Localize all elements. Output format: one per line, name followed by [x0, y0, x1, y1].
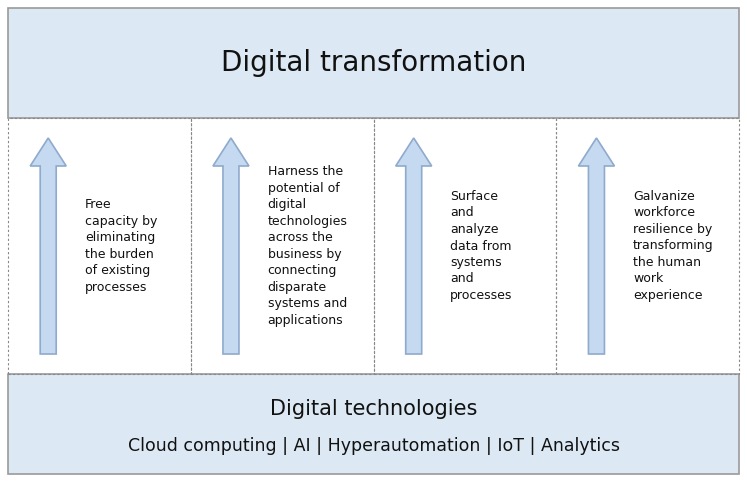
Text: Harness the
potential of
digital
technologies
across the
business by
connecting
: Harness the potential of digital technol… [267, 165, 347, 327]
Polygon shape [578, 138, 615, 354]
Text: Digital transformation: Digital transformation [221, 49, 526, 77]
Polygon shape [213, 138, 249, 354]
Polygon shape [396, 138, 432, 354]
Text: Digital technologies: Digital technologies [270, 399, 477, 419]
Text: Surface
and
analyze
data from
systems
and
processes: Surface and analyze data from systems an… [450, 190, 512, 302]
Text: Galvanize
workforce
resilience by
transforming
the human
work
experience: Galvanize workforce resilience by transf… [633, 190, 713, 302]
FancyBboxPatch shape [8, 8, 739, 118]
Text: Free
capacity by
eliminating
the burden
of existing
processes: Free capacity by eliminating the burden … [84, 198, 157, 294]
FancyBboxPatch shape [8, 374, 739, 474]
Text: Cloud computing | AI | Hyperautomation | IoT | Analytics: Cloud computing | AI | Hyperautomation |… [128, 437, 619, 455]
Polygon shape [30, 138, 66, 354]
